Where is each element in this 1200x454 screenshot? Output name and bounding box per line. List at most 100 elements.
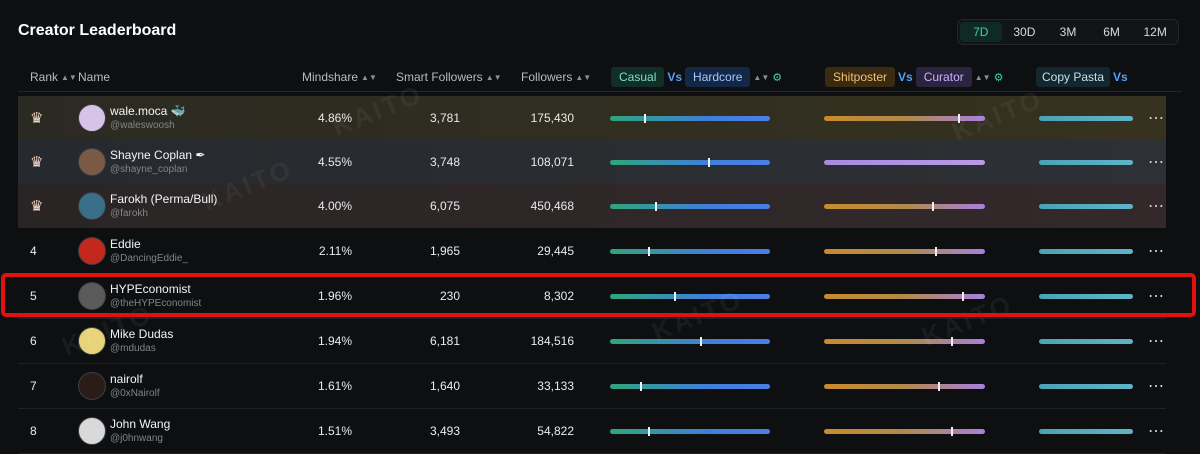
table-row[interactable]: ♛ Farokh (Perma/Bull) @farokh 4.00% 6,07… bbox=[18, 184, 1166, 228]
name-header-label: Name bbox=[78, 70, 111, 84]
avatar[interactable] bbox=[78, 237, 106, 265]
more-options-icon[interactable]: ⋯ bbox=[1148, 378, 1164, 395]
avatar[interactable] bbox=[78, 417, 106, 445]
creator-handle: @shayne_coplan bbox=[110, 164, 188, 175]
smart-followers-value: 230 bbox=[439, 289, 460, 303]
mindshare-value: 4.00% bbox=[317, 199, 352, 213]
creator-name[interactable]: Eddie bbox=[110, 237, 141, 251]
shitposter-curator-bar bbox=[824, 382, 985, 391]
avatar[interactable] bbox=[78, 104, 106, 132]
creator-handle: @mdudas bbox=[110, 343, 156, 354]
followers-header-label: Followers bbox=[521, 70, 573, 84]
copy-pasta-bar bbox=[1039, 249, 1133, 254]
creator-handle: @waleswoosh bbox=[110, 120, 175, 131]
whale-badge-icon: 🐳 bbox=[170, 104, 186, 118]
creator-handle: @DancingEddie_ bbox=[110, 253, 188, 264]
range-7d-button[interactable]: 7D bbox=[960, 22, 1002, 42]
range-30d-button[interactable]: 30D bbox=[1013, 25, 1036, 39]
creator-cell: Farokh (Perma/Bull) @farokh bbox=[110, 184, 217, 228]
shitposter-curator-marker bbox=[935, 247, 938, 256]
range-12m-button[interactable]: 12M bbox=[1143, 25, 1167, 39]
casual-hardcore-marker bbox=[640, 382, 643, 391]
settings-gear-icon[interactable]: ⚙ bbox=[772, 71, 783, 84]
casual-hardcore-marker bbox=[674, 292, 676, 301]
shitposter-curator-marker bbox=[931, 202, 934, 211]
avatar-cell bbox=[78, 409, 106, 453]
shitposter-curator-marker bbox=[957, 114, 960, 123]
avatar[interactable] bbox=[78, 327, 106, 355]
copy-pasta-header[interactable]: Copy Pasta Vs bbox=[1036, 67, 1128, 87]
mindshare-value: 1.96% bbox=[317, 289, 352, 303]
rank-header[interactable]: Rank ▲▼ bbox=[30, 69, 77, 85]
sort-icon: ▲▼ bbox=[485, 72, 502, 82]
smart-followers-value: 1,640 bbox=[429, 379, 460, 393]
table-row[interactable]: 4 Eddie @DancingEddie_ 2.11% 1,965 29,44… bbox=[18, 229, 1166, 274]
table-row[interactable]: ♛ wale.moca 🐳 @waleswoosh 4.86% 3,781 17… bbox=[18, 96, 1166, 140]
shitposter-curator-bar bbox=[824, 202, 985, 211]
followers-header[interactable]: Followers ▲▼ bbox=[521, 69, 591, 85]
casual-hardcore-marker bbox=[648, 247, 651, 256]
creator-name[interactable]: wale.moca 🐳 bbox=[110, 104, 186, 118]
page-title: Creator Leaderboard bbox=[18, 22, 177, 39]
avatar-cell bbox=[78, 274, 106, 318]
range-3m-button[interactable]: 3M bbox=[1059, 25, 1077, 39]
casual-hardcore-header[interactable]: Casual Vs Hardcore ▲▼ ⚙ bbox=[611, 67, 783, 87]
shitposter-curator-bar bbox=[824, 427, 985, 436]
smart-followers-value: 3,493 bbox=[429, 424, 460, 438]
casual-hardcore-bar bbox=[610, 247, 770, 256]
more-options-icon[interactable]: ⋯ bbox=[1148, 154, 1164, 171]
shitposter-curator-header[interactable]: Shitposter Vs Curator ▲▼ ⚙ bbox=[825, 67, 1004, 87]
casual-hardcore-bar bbox=[610, 114, 770, 123]
more-options-icon[interactable]: ⋯ bbox=[1148, 110, 1164, 127]
rank-cell: 5 bbox=[30, 289, 37, 303]
avatar[interactable] bbox=[78, 282, 106, 310]
shitposter-curator-bar bbox=[824, 292, 985, 301]
avatar-cell bbox=[78, 96, 106, 140]
sort-icon: ▲▼ bbox=[361, 72, 377, 82]
range-6m-button[interactable]: 6M bbox=[1103, 25, 1120, 39]
more-options-icon[interactable]: ⋯ bbox=[1148, 333, 1164, 350]
rank-cell: ♛ bbox=[30, 140, 43, 184]
avatar[interactable] bbox=[78, 148, 106, 176]
vs-label: Vs bbox=[667, 70, 683, 84]
hardcore-chip: Hardcore bbox=[685, 67, 751, 87]
more-options-icon[interactable]: ⋯ bbox=[1148, 198, 1164, 215]
shitposter-curator-marker bbox=[938, 382, 941, 391]
casual-hardcore-marker bbox=[643, 114, 646, 123]
avatar-cell bbox=[78, 184, 106, 228]
shitposter-curator-bar bbox=[824, 114, 985, 123]
creator-name[interactable]: Mike Dudas bbox=[110, 327, 174, 341]
mindshare-header-label: Mindshare bbox=[302, 70, 359, 84]
casual-hardcore-bar bbox=[610, 382, 770, 391]
avatar-cell bbox=[78, 140, 106, 184]
creator-name[interactable]: Farokh (Perma/Bull) bbox=[110, 192, 218, 206]
more-options-icon[interactable]: ⋯ bbox=[1148, 423, 1164, 440]
creator-handle: @0xNairolf bbox=[110, 388, 160, 399]
table-row[interactable]: 7 nairolf @0xNairolf 1.61% 1,640 33,133 … bbox=[18, 364, 1166, 409]
more-options-icon[interactable]: ⋯ bbox=[1148, 288, 1164, 305]
avatar[interactable] bbox=[78, 372, 106, 400]
smart-followers-header[interactable]: Smart Followers ▲▼ bbox=[396, 69, 502, 85]
casual-chip: Casual bbox=[611, 67, 665, 87]
smart-followers-value: 6,181 bbox=[429, 334, 460, 348]
mindshare-header[interactable]: Mindshare ▲▼ bbox=[302, 69, 377, 85]
rank-cell: 6 bbox=[30, 334, 37, 348]
table-row[interactable]: 6 Mike Dudas @mdudas 1.94% 6,181 184,516… bbox=[18, 319, 1166, 364]
creator-name[interactable]: HYPEconomist bbox=[110, 282, 191, 296]
smart-followers-value: 6,075 bbox=[429, 199, 460, 213]
followers-value: 450,468 bbox=[530, 199, 574, 213]
creator-cell: wale.moca 🐳 @waleswoosh bbox=[110, 96, 186, 140]
creator-name[interactable]: nairolf bbox=[110, 372, 143, 386]
copy-pasta-bar bbox=[1039, 160, 1133, 165]
creator-name[interactable]: John Wang bbox=[110, 417, 171, 431]
settings-gear-icon[interactable]: ⚙ bbox=[993, 71, 1004, 84]
avatar[interactable] bbox=[78, 192, 106, 220]
table-row[interactable]: ♛ Shayne Coplan ✒ @shayne_coplan 4.55% 3… bbox=[18, 140, 1166, 184]
name-header: Name bbox=[78, 69, 110, 85]
header-divider bbox=[18, 91, 1182, 92]
creator-name[interactable]: Shayne Coplan ✒ bbox=[110, 148, 206, 162]
table-row[interactable]: 8 John Wang @j0hnwang 1.51% 3,493 54,822… bbox=[18, 409, 1166, 454]
table-row[interactable]: 5 HYPEconomist @theHYPEconomist 1.96% 23… bbox=[18, 274, 1166, 319]
creator-cell: John Wang @j0hnwang bbox=[110, 409, 170, 453]
more-options-icon[interactable]: ⋯ bbox=[1148, 243, 1164, 260]
